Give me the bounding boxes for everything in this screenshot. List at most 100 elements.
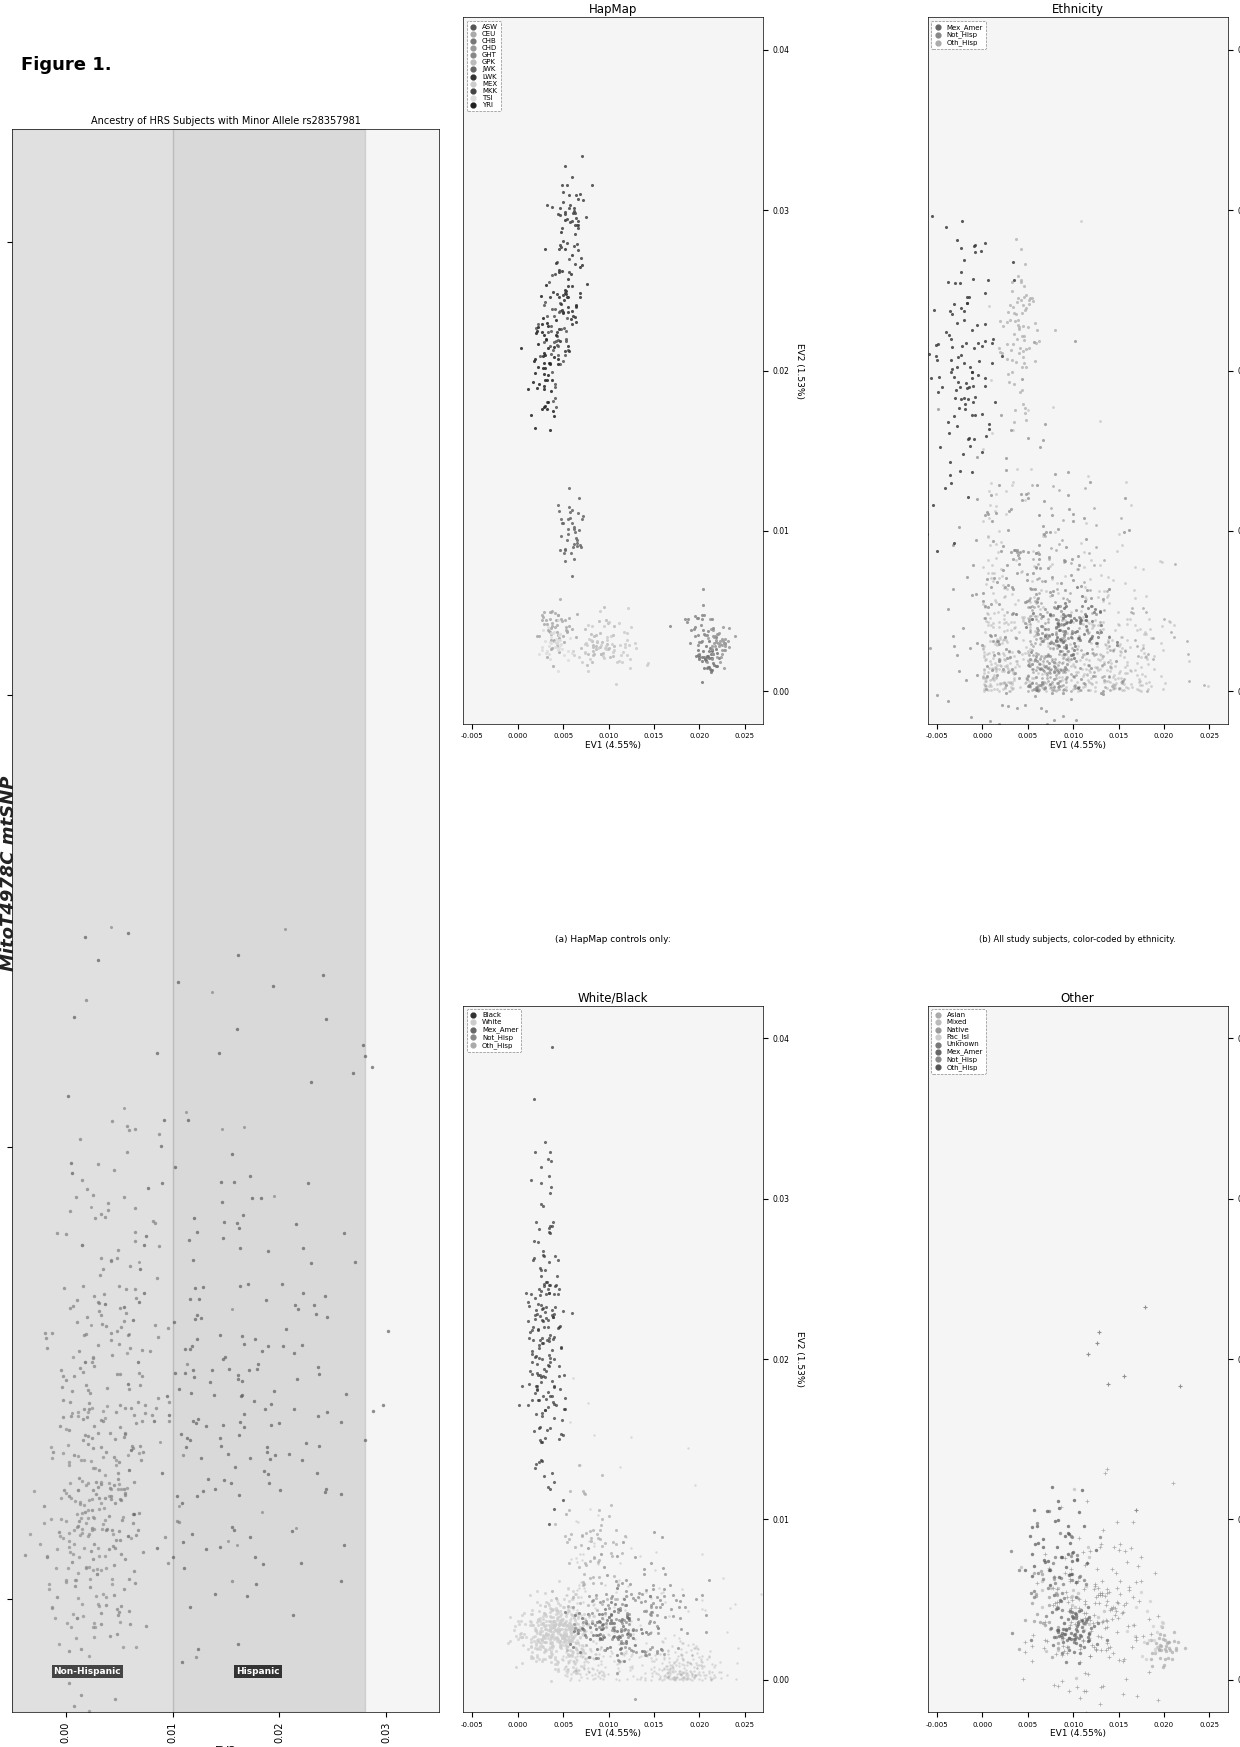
Point [1069,622,1089,650]
Point [1048,1616,1068,1644]
Point [1140,604,1159,632]
Point [696,1661,715,1689]
Point [544,629,564,657]
Point [1045,1569,1065,1597]
Point [1056,632,1076,660]
Point [185,1305,205,1333]
Point [1089,645,1109,673]
Point [1044,1623,1064,1651]
Point [582,627,601,655]
Point [910,500,930,528]
Point [37,1333,57,1361]
Point [182,1726,202,1747]
Point [1089,622,1109,650]
Point [563,1647,583,1675]
Point [549,624,569,652]
Point [262,1391,281,1419]
Point [553,281,573,309]
Point [1071,666,1091,694]
Point [56,1366,76,1394]
Point [1001,538,1021,566]
Point [982,349,1002,377]
Point [1034,521,1054,549]
Point [1074,669,1094,697]
Point [694,643,714,671]
Point [594,1637,614,1665]
Point [1003,416,1023,444]
Point [512,1649,532,1677]
Point [719,634,739,662]
Point [1030,596,1050,624]
Point [1030,655,1050,683]
Point [129,1389,149,1417]
Point [708,629,728,657]
Point [50,1412,69,1440]
Point [105,1426,125,1454]
Point [97,1592,117,1619]
Point [702,1649,722,1677]
Point [1080,1642,1100,1670]
Point [1040,1574,1060,1602]
Point [574,1654,594,1682]
Point [1035,659,1055,687]
Point [55,1476,74,1504]
Point [100,1326,120,1354]
Point [993,669,1013,697]
Point [1045,653,1065,681]
Point [942,300,962,328]
Point [73,1467,93,1495]
Point [115,1394,135,1422]
Point [1117,659,1137,687]
Point [663,1654,683,1682]
Point [608,1569,627,1597]
Point [1087,629,1107,657]
Point [64,1530,84,1558]
Point [583,1609,603,1637]
Legend: Asian, Mixed, Native, Pac_Isl, Unknown, Mex_Amer, Not_Hisp, Oth_Hisp: Asian, Mixed, Native, Pac_Isl, Unknown, … [931,1010,986,1074]
Point [939,269,959,297]
Text: Non-Hispanic: Non-Hispanic [53,1667,122,1675]
Point [954,349,973,377]
Point [539,646,559,674]
Point [187,1326,207,1354]
Point [992,339,1012,367]
Point [79,1487,99,1515]
Point [591,1569,611,1597]
Point [635,1665,655,1693]
Point [580,645,600,673]
Point [567,1635,587,1663]
Point [1133,620,1153,648]
Point [573,1588,593,1616]
Point [1038,1574,1058,1602]
Point [594,1661,614,1689]
Point [993,610,1013,638]
Point [1025,639,1045,667]
Point [1074,1618,1094,1646]
Point [119,1455,139,1483]
Point [1018,652,1038,680]
Point [1070,1562,1090,1590]
Point [559,1408,579,1436]
Point [529,1619,549,1647]
Point [625,1630,645,1658]
Point [593,1462,613,1490]
Point [567,204,587,232]
Point [1056,737,1076,765]
Point [309,1352,329,1380]
Point [1068,1611,1087,1639]
Point [1131,676,1151,704]
Point [1016,664,1035,692]
Point [1042,667,1061,695]
Point [993,531,1013,559]
Point [79,1696,99,1724]
Point [1095,673,1115,701]
Point [508,1611,528,1639]
Point [508,1391,528,1419]
Point [528,330,548,358]
Point [556,236,575,264]
Point [1079,1619,1099,1647]
Point [665,1665,684,1693]
Point [512,1371,532,1399]
Point [1121,491,1141,519]
Point [135,1612,155,1640]
